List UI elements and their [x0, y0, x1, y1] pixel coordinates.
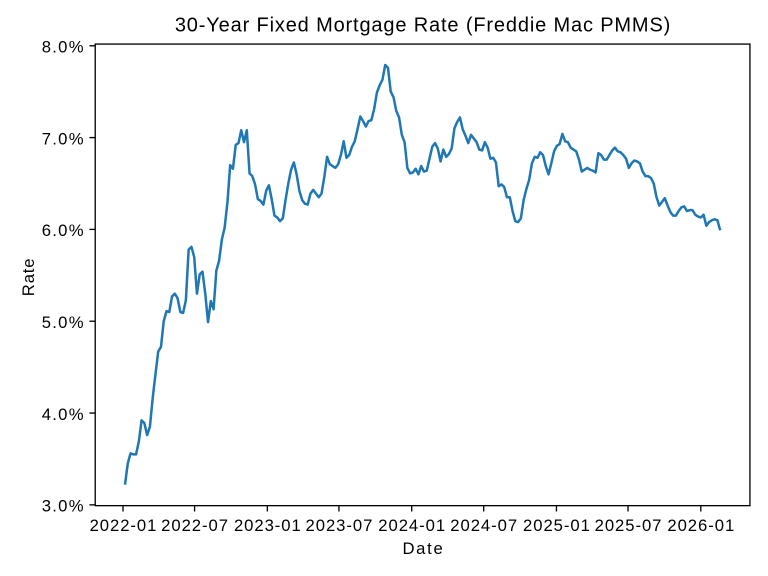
svg-text:2023-01: 2023-01	[234, 516, 302, 535]
svg-text:2025-01: 2025-01	[523, 516, 591, 535]
svg-text:5.0%: 5.0%	[42, 313, 85, 332]
svg-text:30-Year Fixed Mortgage Rate (F: 30-Year Fixed Mortgage Rate (Freddie Mac…	[175, 14, 671, 36]
svg-text:3.0%: 3.0%	[42, 497, 85, 516]
svg-text:4.0%: 4.0%	[42, 405, 85, 424]
svg-text:8.0%: 8.0%	[42, 38, 85, 57]
svg-text:2023-07: 2023-07	[306, 516, 374, 535]
svg-text:6.0%: 6.0%	[42, 221, 85, 240]
svg-text:Date: Date	[402, 539, 444, 558]
svg-text:2024-01: 2024-01	[378, 516, 446, 535]
svg-text:2024-07: 2024-07	[450, 516, 518, 535]
svg-text:Rate: Rate	[19, 258, 38, 297]
svg-text:7.0%: 7.0%	[42, 129, 85, 148]
svg-text:2022-01: 2022-01	[90, 516, 158, 535]
svg-text:2026-01: 2026-01	[667, 516, 735, 535]
svg-text:2022-07: 2022-07	[161, 516, 229, 535]
svg-text:2025-07: 2025-07	[595, 516, 663, 535]
